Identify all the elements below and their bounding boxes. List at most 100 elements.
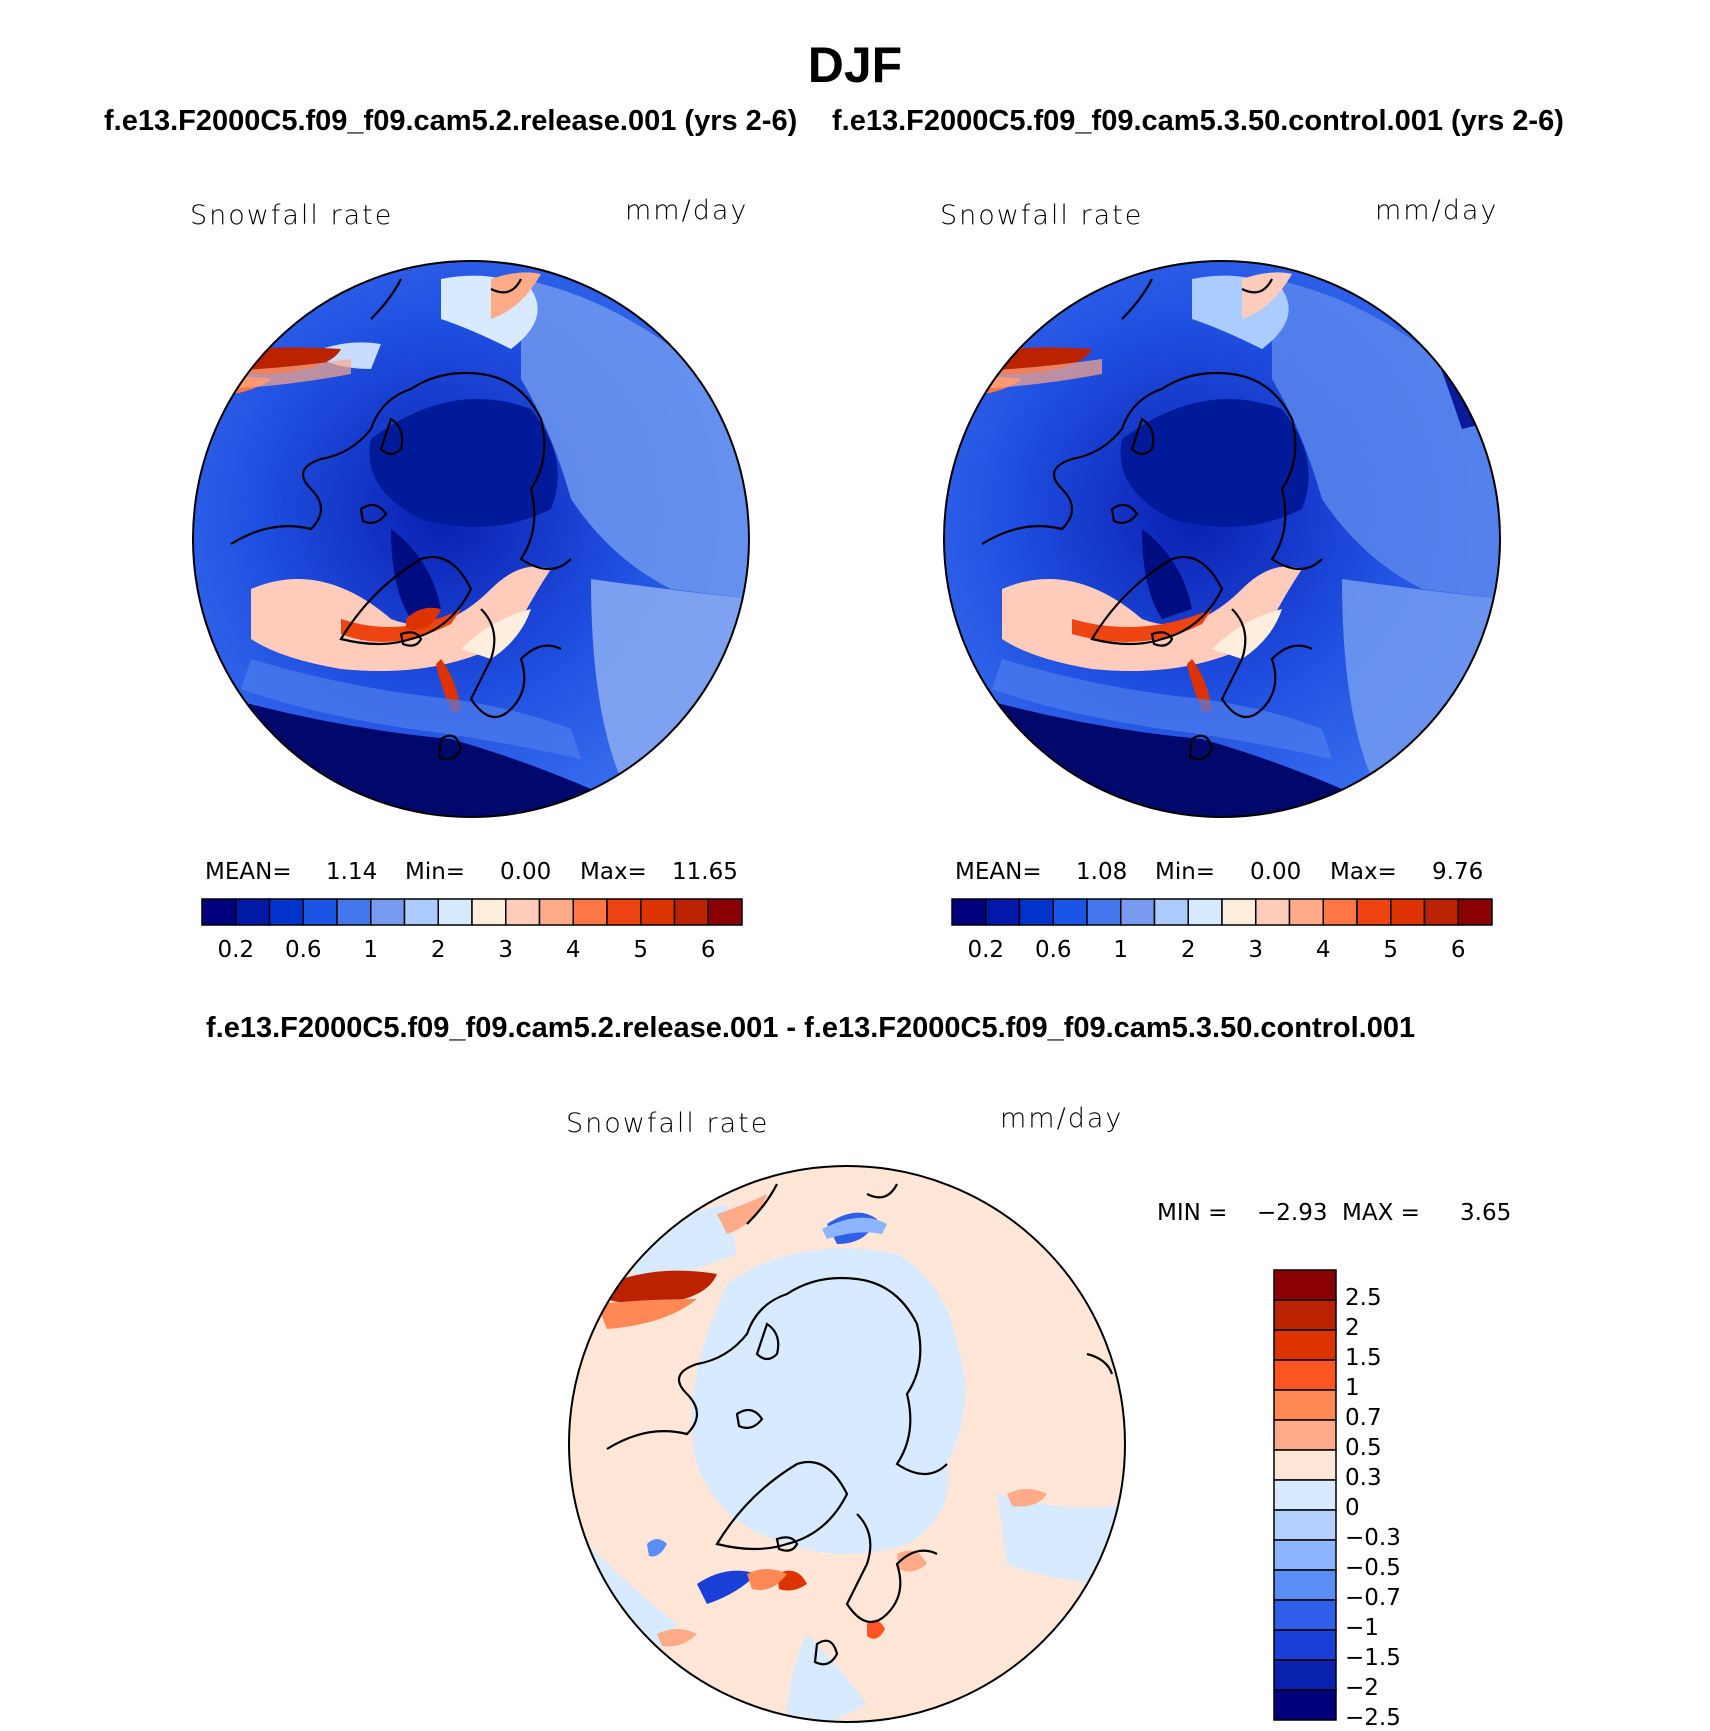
diff-colorbar-tick-label: −1 bbox=[1345, 1615, 1379, 1641]
panel2-colorbar-swatch bbox=[1423, 898, 1459, 926]
panel2-colorbar-tick-label: 2 bbox=[1180, 937, 1196, 963]
diff-colorbar-ticks: 2.5 2 1.5 1 0.7 0.5 0.3 0 −0.3 −0.5 −0.7 −1 −1.5 −2 −2… bbox=[1345, 1270, 1455, 1731]
right-case-subtitle: f.e13.F2000C5.f09_f09.cam5.3.50.control.… bbox=[832, 105, 1564, 137]
diff-colorbar-tick-label: 0.7 bbox=[1345, 1405, 1382, 1431]
panel1-colorbar-tick-label: 6 bbox=[700, 937, 716, 963]
diff-polar-map bbox=[568, 1165, 1126, 1723]
panel1-colorbar-swatch bbox=[302, 898, 338, 926]
panel2-variable-label: Snowfall rate bbox=[940, 200, 1144, 231]
panel1-max-value: 11.65 bbox=[672, 859, 738, 885]
diff-colorbar-swatch bbox=[1273, 1509, 1337, 1541]
diff-colorbar-swatch bbox=[1273, 1599, 1337, 1631]
panel2-colorbar-ticks: 0.2 0.6 1 2 3 4 5 6 bbox=[952, 937, 1492, 967]
panel1-colorbar-tick-label: 0.2 bbox=[217, 937, 255, 963]
panel1-colorbar-tick-label: 3 bbox=[498, 937, 514, 963]
panel1-units-label: mm/day bbox=[625, 195, 749, 226]
panel2-colorbar-swatch bbox=[1390, 898, 1426, 926]
diff-colorbar bbox=[1273, 1269, 1337, 1721]
diff-colorbar-swatch bbox=[1273, 1449, 1337, 1481]
panel2-colorbar-swatch bbox=[1288, 898, 1324, 926]
diff-colorbar-tick-label: 0.3 bbox=[1345, 1465, 1382, 1491]
diff-max-value: 3.65 bbox=[1460, 1200, 1512, 1226]
panel1-colorbar-swatch bbox=[538, 898, 574, 926]
panel1-colorbar-swatch bbox=[673, 898, 709, 926]
panel2-colorbar-swatch bbox=[985, 898, 1021, 926]
panel2-colorbar-swatch bbox=[1120, 898, 1156, 926]
panel2-colorbar-tick-label: 3 bbox=[1248, 937, 1264, 963]
diff-colorbar-swatch bbox=[1273, 1299, 1337, 1331]
diff-colorbar-tick-label: 1 bbox=[1345, 1375, 1360, 1401]
panel2-colorbar-swatch bbox=[1187, 898, 1223, 926]
diff-colorbar-swatch bbox=[1273, 1659, 1337, 1691]
panel1-colorbar-swatch bbox=[403, 898, 439, 926]
diff-colorbar-tick-label: −1.5 bbox=[1345, 1645, 1401, 1671]
diff-colorbar-tick-label: 0.5 bbox=[1345, 1435, 1382, 1461]
panel2-max-value: 9.76 bbox=[1432, 859, 1484, 885]
panel1-colorbar-tick-label: 2 bbox=[430, 937, 446, 963]
diff-max-label: MAX = bbox=[1342, 1200, 1420, 1226]
panel2-polar-map bbox=[943, 260, 1501, 818]
diff-colorbar-swatch bbox=[1273, 1479, 1337, 1511]
panel1-colorbar-ticks: 0.2 0.6 1 2 3 4 5 6 bbox=[202, 937, 742, 967]
panel1-colorbar-swatch bbox=[336, 898, 372, 926]
diff-units-label: mm/day bbox=[1000, 1103, 1124, 1134]
panel2-colorbar-swatch bbox=[1086, 898, 1122, 926]
panel2-colorbar-swatch bbox=[951, 898, 987, 926]
page-title: DJF bbox=[807, 37, 903, 93]
panel1-colorbar-swatch bbox=[201, 898, 237, 926]
panel2-colorbar bbox=[951, 898, 1493, 926]
panel1-polar-map bbox=[192, 260, 750, 818]
panel2-colorbar-swatch bbox=[1018, 898, 1054, 926]
panel1-colorbar-swatch bbox=[640, 898, 676, 926]
diff-colorbar-tick-label: −0.3 bbox=[1345, 1525, 1401, 1551]
diff-colorbar-swatch bbox=[1273, 1359, 1337, 1391]
diff-min-value: −2.93 bbox=[1257, 1200, 1328, 1226]
panel1-colorbar-swatch bbox=[505, 898, 541, 926]
panel1-colorbar-swatch bbox=[268, 898, 304, 926]
diff-subtitle: f.e13.F2000C5.f09_f09.cam5.2.release.001… bbox=[206, 1012, 1416, 1044]
panel1-colorbar-swatch bbox=[707, 898, 743, 926]
diff-colorbar-swatch bbox=[1273, 1689, 1337, 1721]
panel2-colorbar-swatch bbox=[1255, 898, 1291, 926]
panel1-colorbar-swatch bbox=[606, 898, 642, 926]
diff-colorbar-tick-label: −2 bbox=[1345, 1675, 1379, 1701]
panel1-colorbar-tick-label: 5 bbox=[633, 937, 649, 963]
panel2-colorbar-tick-label: 4 bbox=[1315, 937, 1331, 963]
panel1-mean-label: MEAN= bbox=[205, 859, 292, 885]
panel2-colorbar-tick-label: 5 bbox=[1383, 937, 1399, 963]
diff-colorbar-swatch bbox=[1273, 1569, 1337, 1601]
diff-colorbar-tick-label: 2.5 bbox=[1345, 1285, 1382, 1311]
panel2-colorbar-tick-label: 6 bbox=[1450, 937, 1466, 963]
diff-colorbar-tick-label: −2.5 bbox=[1345, 1705, 1401, 1731]
panel1-min-label: Min= bbox=[405, 859, 466, 885]
panel2-colorbar-tick-label: 1 bbox=[1113, 937, 1129, 963]
panel2-colorbar-swatch bbox=[1052, 898, 1088, 926]
panel1-colorbar-swatch bbox=[437, 898, 473, 926]
diff-colorbar-tick-label: 0 bbox=[1345, 1495, 1360, 1521]
diff-colorbar-swatch bbox=[1273, 1539, 1337, 1571]
diff-colorbar-swatch bbox=[1273, 1329, 1337, 1361]
diff-colorbar-swatch bbox=[1273, 1389, 1337, 1421]
diff-colorbar-tick-label: 2 bbox=[1345, 1315, 1360, 1341]
panel1-colorbar-swatch bbox=[471, 898, 507, 926]
diff-min-label: MIN = bbox=[1157, 1200, 1228, 1226]
panel1-colorbar-tick-label: 4 bbox=[565, 937, 581, 963]
diff-colorbar-swatch bbox=[1273, 1419, 1337, 1451]
panel1-colorbar-tick-label: 0.6 bbox=[284, 937, 322, 963]
panel1-variable-label: Snowfall rate bbox=[190, 200, 394, 231]
panel2-colorbar-swatch bbox=[1221, 898, 1257, 926]
panel1-colorbar-swatch bbox=[235, 898, 271, 926]
panel2-colorbar-swatch bbox=[1457, 898, 1493, 926]
panel2-units-label: mm/day bbox=[1375, 195, 1499, 226]
panel1-colorbar-swatch bbox=[370, 898, 406, 926]
diff-colorbar-tick-label: −0.5 bbox=[1345, 1555, 1401, 1581]
panel2-colorbar-swatch bbox=[1153, 898, 1189, 926]
panel1-min-value: 0.00 bbox=[500, 859, 552, 885]
panel1-max-label: Max= bbox=[580, 859, 647, 885]
panel2-colorbar-tick-label: 0.6 bbox=[1034, 937, 1072, 963]
panel1-colorbar bbox=[201, 898, 743, 926]
panel2-min-label: Min= bbox=[1155, 859, 1216, 885]
diff-colorbar-tick-label: 1.5 bbox=[1345, 1345, 1382, 1371]
panel2-mean-label: MEAN= bbox=[955, 859, 1042, 885]
panel2-colorbar-swatch bbox=[1356, 898, 1392, 926]
